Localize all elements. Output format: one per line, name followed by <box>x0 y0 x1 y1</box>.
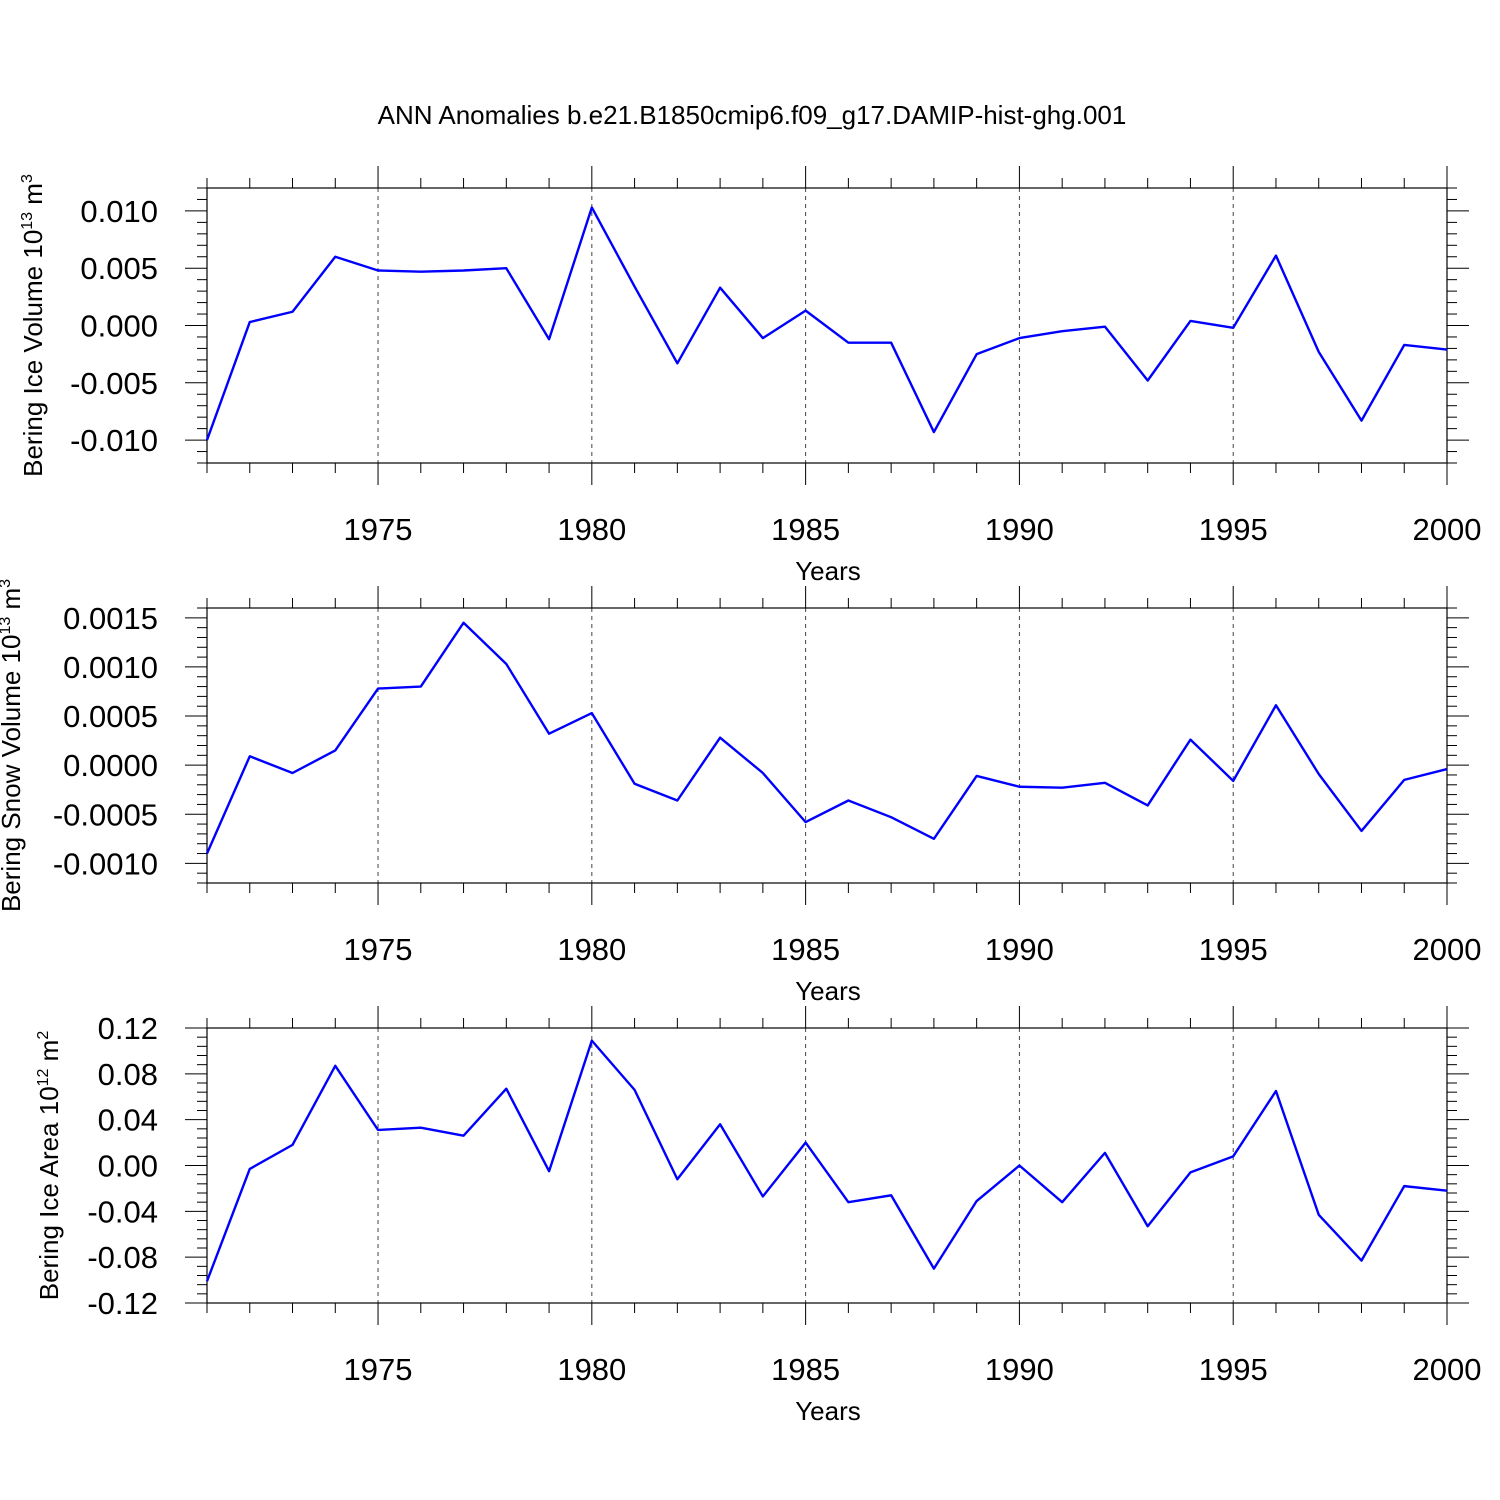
y-tick-label: 0.000 <box>80 309 158 344</box>
y-tick-label: 0.010 <box>80 194 158 229</box>
series-line <box>205 1039 1448 1282</box>
y-tick-label: 0.0000 <box>63 748 158 783</box>
y-tick-label: -0.010 <box>70 423 158 458</box>
y-axis-label-superscript: 13 <box>19 212 36 230</box>
y-tick-label: -0.005 <box>70 366 158 401</box>
y-tick-label: 0.005 <box>80 251 158 286</box>
y-tick-label: 0.0010 <box>63 650 158 685</box>
y-axis-label-part: m <box>0 588 26 617</box>
y-axis-label: Bering Ice Area 1012 m2 <box>34 1031 64 1301</box>
y-tick-label: 0.0015 <box>63 601 158 636</box>
x-tick-label: 1975 <box>344 512 413 547</box>
y-tick-label: 0.04 <box>98 1103 158 1138</box>
series-line <box>205 206 1448 441</box>
series-line <box>205 621 1448 855</box>
x-tick-label: 1995 <box>1199 512 1268 547</box>
x-tick-label: 1980 <box>557 512 626 547</box>
y-tick-label: -0.08 <box>87 1240 158 1275</box>
y-tick-label: -0.04 <box>87 1194 158 1229</box>
y-tick-label: -0.0005 <box>53 797 158 832</box>
y-tick-label: -0.0010 <box>53 846 158 881</box>
x-tick-label: 1975 <box>344 932 413 967</box>
y-tick-label: 0.00 <box>98 1149 158 1184</box>
y-axis-label-part: Bering Ice Area 10 <box>34 1086 64 1300</box>
figure-title: ANN Anomalies b.e21.B1850cmip6.f09_g17.D… <box>378 100 1127 130</box>
chart-panel-1: 1975 1980 1985 1990 1995 2000 -0.010 -0.005 0.00… <box>18 166 1481 586</box>
y-tick-label: 0.12 <box>98 1011 158 1046</box>
x-axis-label: Years <box>795 1396 861 1426</box>
y-axis-label-part: Bering Snow Volume 10 <box>0 635 26 913</box>
plot-frame <box>206 607 1448 884</box>
chart-panel-2: 1975 1980 1985 1990 1995 2000 -0.0010 -0.0005 0.… <box>0 579 1481 1006</box>
x-axis-label: Years <box>795 976 861 1006</box>
x-tick-label: 1985 <box>771 932 840 967</box>
x-tick-label: 1975 <box>344 1352 413 1387</box>
y-tick-label: -0.12 <box>87 1286 158 1321</box>
x-axis-label: Years <box>795 556 861 586</box>
x-tick-label: 2000 <box>1413 932 1482 967</box>
y-axis-label-part: Bering Ice Volume 10 <box>18 230 48 477</box>
y-axis-label: Bering Snow Volume 1013 m3 <box>0 579 26 912</box>
y-axis-label-superscript: 3 <box>0 579 14 588</box>
x-tick-label: 1985 <box>771 1352 840 1387</box>
chart-panel-3: 1975 1980 1985 1990 1995 2000 -0.12 -0.08 -0.04 0… <box>34 1006 1481 1426</box>
y-axis-label-superscript: 13 <box>0 617 14 635</box>
x-tick-label: 1990 <box>985 932 1054 967</box>
x-tick-label: 1980 <box>557 1352 626 1387</box>
x-tick-label: 2000 <box>1413 512 1482 547</box>
y-axis-label-superscript: 2 <box>35 1031 52 1040</box>
x-tick-label: 1990 <box>985 512 1054 547</box>
y-axis-label-superscript: 12 <box>35 1068 52 1086</box>
y-tick-label: 0.0005 <box>63 699 158 734</box>
plot-frame <box>206 1027 1448 1304</box>
y-axis-label-part: m <box>18 183 48 212</box>
y-tick-label: 0.08 <box>98 1057 158 1092</box>
x-tick-label: 1985 <box>771 512 840 547</box>
y-axis-label: Bering Ice Volume 1013 m3 <box>18 174 48 477</box>
x-tick-label: 1990 <box>985 1352 1054 1387</box>
y-axis-label-superscript: 3 <box>19 174 36 183</box>
panels: 1975 1980 1985 1990 1995 2000 -0.010 -0.005 0.00… <box>0 166 1481 1426</box>
x-tick-label: 1980 <box>557 932 626 967</box>
x-tick-label: 2000 <box>1413 1352 1482 1387</box>
x-tick-label: 1995 <box>1199 1352 1268 1387</box>
x-tick-label: 1995 <box>1199 932 1268 967</box>
y-axis-label-part: m <box>34 1040 64 1069</box>
